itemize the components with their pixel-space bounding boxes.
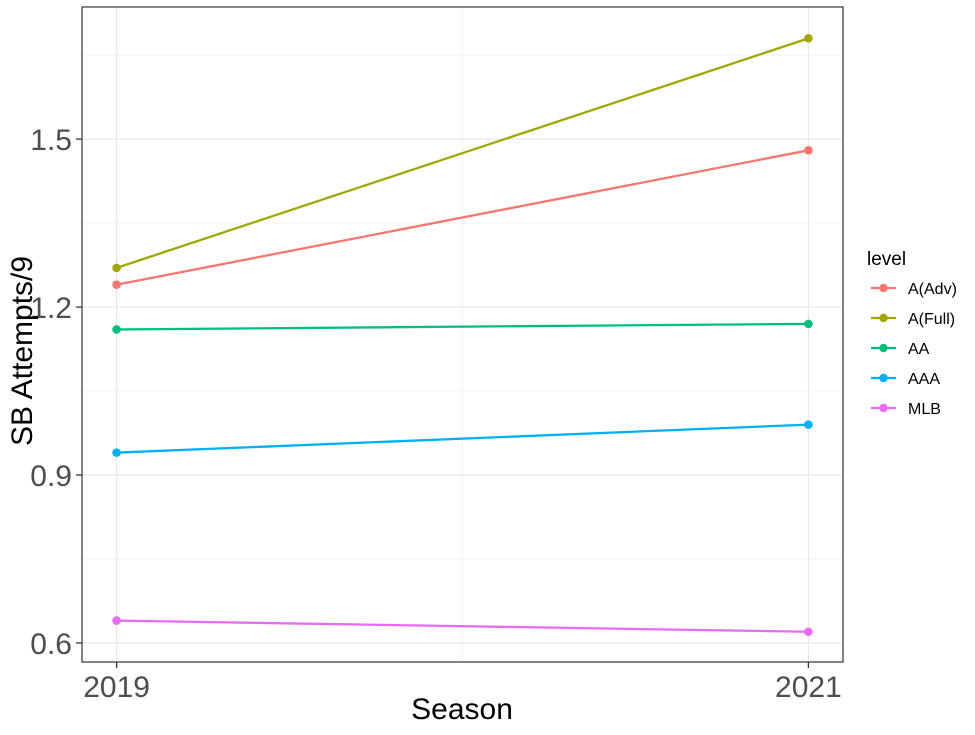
legend-title: level <box>867 249 906 270</box>
legend-key-dot <box>879 343 888 353</box>
series-point <box>804 420 813 429</box>
series-point <box>804 319 813 329</box>
y-tick-label: 1.2 <box>30 292 72 325</box>
axis-tick-marks <box>76 138 810 668</box>
series-point <box>804 146 813 155</box>
series-lines <box>112 34 813 637</box>
legend-key-dot <box>879 373 888 383</box>
series-point <box>804 34 813 43</box>
legend-key-dot <box>879 283 888 293</box>
y-tick-label: 0.6 <box>30 628 72 661</box>
legend-item-label: AA <box>908 341 930 358</box>
y-axis-title: SB Attempts/9 <box>6 256 39 446</box>
y-tick-label: 0.9 <box>30 460 72 493</box>
series-point <box>112 325 121 334</box>
x-tick-label: 2019 <box>83 671 150 704</box>
series-line <box>116 619 809 633</box>
legend-key-dot <box>879 403 888 413</box>
y-tick-label: 1.5 <box>30 124 72 157</box>
x-tick-label: 2021 <box>775 671 842 704</box>
legend-item-label: A(Full) <box>908 311 955 328</box>
series-point <box>112 280 121 289</box>
series-point <box>112 448 121 457</box>
series-line <box>116 37 809 269</box>
legend-key-dot <box>879 313 888 323</box>
legend-item-label: A(Adv) <box>908 281 957 298</box>
x-axis-title: Season <box>411 693 513 726</box>
gridlines-major <box>82 7 843 662</box>
legend-item-label: AAA <box>908 371 940 388</box>
panel-border <box>81 6 844 663</box>
legend-item-label: MLB <box>908 401 941 418</box>
series-line <box>116 423 809 454</box>
series-point <box>112 263 121 273</box>
gridlines-minor <box>82 7 843 662</box>
series-point <box>112 616 121 625</box>
series-line <box>116 149 809 286</box>
series-point <box>804 627 813 637</box>
series-line <box>116 322 809 331</box>
axis-tick-labels: 0.6 0.9 1.2 1.5 2019 2021 <box>30 124 842 704</box>
